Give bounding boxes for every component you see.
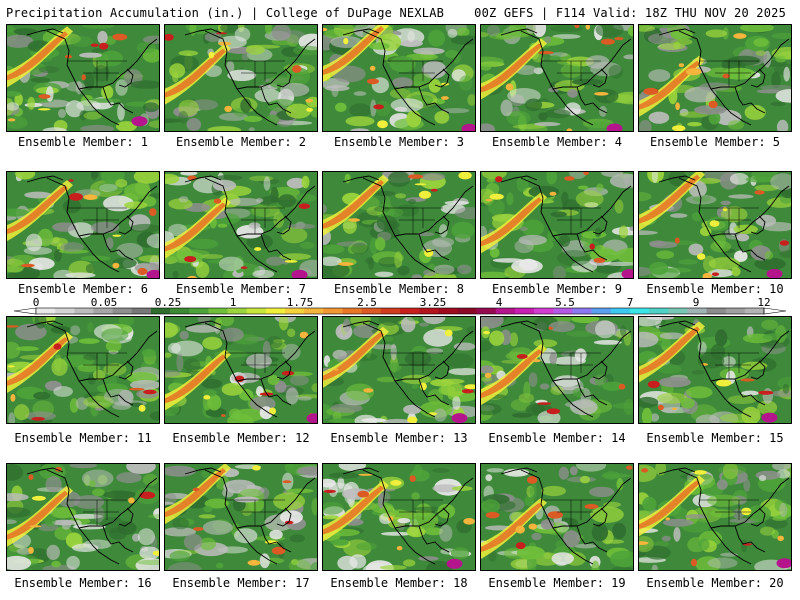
ensemble-member-map — [164, 316, 318, 424]
scale-color-cell — [93, 308, 113, 314]
ensemble-member-caption: Ensemble Member: 14 — [488, 431, 626, 445]
ensemble-member-caption: Ensemble Member: 16 — [14, 576, 152, 590]
scale-color-cell — [265, 308, 286, 314]
scale-color-cell — [476, 308, 497, 314]
scale-color-cell — [495, 308, 516, 314]
ensemble-member-map — [480, 24, 634, 132]
ensemble-member-map — [322, 316, 476, 424]
scale-color-cell — [744, 308, 765, 314]
ensemble-member-map — [164, 463, 318, 571]
ensemble-member-map — [6, 463, 160, 571]
product-title: Precipitation Accumulation (in.) | Colle… — [6, 6, 445, 20]
scale-label: 0.05 — [90, 296, 118, 309]
ensemble-member-map — [638, 316, 792, 424]
ensemble-member-map — [6, 316, 160, 424]
ensemble-member-caption: Ensemble Member: 4 — [491, 135, 623, 149]
color-scale-bar — [13, 307, 787, 315]
scale-color-cell — [361, 308, 382, 314]
scale-color-cell — [572, 308, 592, 314]
scale-color-cell — [591, 308, 612, 314]
scale-color-cell — [629, 308, 650, 314]
ensemble-member-map — [638, 463, 792, 571]
scale-color-cell — [74, 308, 94, 314]
scale-color-cell — [131, 308, 152, 314]
ensemble-member-caption: Ensemble Member: 20 — [646, 576, 784, 590]
scale-label: 3.25 — [419, 296, 447, 309]
scale-color-cell — [227, 308, 248, 314]
scale-color-cell — [438, 308, 458, 314]
scale-color-cell — [208, 308, 228, 314]
ensemble-member-caption: Ensemble Member: 2 — [175, 135, 307, 149]
scale-label: 7 — [626, 296, 634, 309]
scale-color-cell — [55, 308, 75, 314]
scale-color-cell — [687, 308, 707, 314]
color-scale-labels: 0 0.05 0.25 1 1.75 2.5 3.25 4 5.5 7 9 12 — [0, 296, 800, 309]
ensemble-member-map — [480, 316, 634, 424]
scale-color-cell — [112, 308, 133, 314]
ensemble-member-map — [322, 24, 476, 132]
ensemble-member-map — [6, 24, 160, 132]
scale-color-cell — [649, 308, 669, 314]
model-run-info: 00Z GEFS | F114 Valid: 18Z THU NOV 20 20… — [474, 6, 786, 20]
ensemble-member-caption: Ensemble Member: 5 — [649, 135, 781, 149]
ensemble-member-caption: Ensemble Member: 6 — [17, 282, 149, 296]
scale-color-cell — [342, 308, 362, 314]
scale-label: 1.75 — [286, 296, 314, 309]
scale-label: 5.5 — [555, 296, 575, 309]
scale-color-cell — [285, 308, 305, 314]
ensemble-member-caption: Ensemble Member: 3 — [333, 135, 465, 149]
scale-color-cell — [457, 308, 477, 314]
scale-color-cell — [534, 308, 554, 314]
scale-color-cell — [419, 308, 439, 314]
scale-color-cell — [553, 308, 573, 314]
ensemble-member-map — [164, 171, 318, 279]
ensemble-member-map — [322, 463, 476, 571]
ensemble-member-caption: Ensemble Member: 1 — [17, 135, 149, 149]
ensemble-member-caption: Ensemble Member: 18 — [330, 576, 468, 590]
ensemble-member-caption: Ensemble Member: 12 — [172, 431, 310, 445]
scale-color-cell — [36, 308, 56, 314]
scale-color-cell — [668, 308, 688, 314]
scale-label: 4 — [495, 296, 503, 309]
scale-color-cell — [304, 308, 324, 314]
scale-label: 9 — [692, 296, 700, 309]
ensemble-member-caption: Ensemble Member: 9 — [491, 282, 623, 296]
scale-color-cell — [610, 308, 631, 314]
ensemble-member-map — [638, 24, 792, 132]
scale-label: 0.25 — [154, 296, 182, 309]
ensemble-member-caption: Ensemble Member: 17 — [172, 576, 310, 590]
scale-color-cell — [246, 308, 267, 314]
scale-outline — [35, 307, 765, 315]
ensemble-member-map — [638, 171, 792, 279]
scale-color-cell — [189, 308, 209, 314]
scale-color-cell — [400, 308, 420, 314]
scale-color-cell — [514, 308, 535, 314]
scale-color-cell — [725, 308, 746, 314]
ensemble-member-map — [480, 463, 634, 571]
ensemble-member-caption: Ensemble Member: 8 — [333, 282, 465, 296]
scale-label: 2.5 — [357, 296, 377, 309]
ensemble-member-caption: Ensemble Member: 15 — [646, 431, 784, 445]
scale-label: 12 — [757, 296, 771, 309]
ensemble-member-map — [322, 171, 476, 279]
ensemble-member-caption: Ensemble Member: 11 — [14, 431, 152, 445]
ensemble-member-caption: Ensemble Member: 7 — [175, 282, 307, 296]
ensemble-member-map — [6, 171, 160, 279]
ensemble-member-map — [480, 171, 634, 279]
ensemble-member-caption: Ensemble Member: 10 — [646, 282, 784, 296]
scale-color-cell — [323, 308, 343, 314]
ensemble-member-caption: Ensemble Member: 13 — [330, 431, 468, 445]
scale-label: 1 — [229, 296, 237, 309]
scale-label: 0 — [32, 296, 40, 309]
ensemble-member-caption: Ensemble Member: 19 — [488, 576, 626, 590]
scale-color-cell — [170, 308, 190, 314]
ensemble-member-map — [164, 24, 318, 132]
scale-color-cell — [706, 308, 726, 314]
scale-color-cell — [380, 308, 401, 314]
scale-color-cell — [150, 308, 171, 314]
